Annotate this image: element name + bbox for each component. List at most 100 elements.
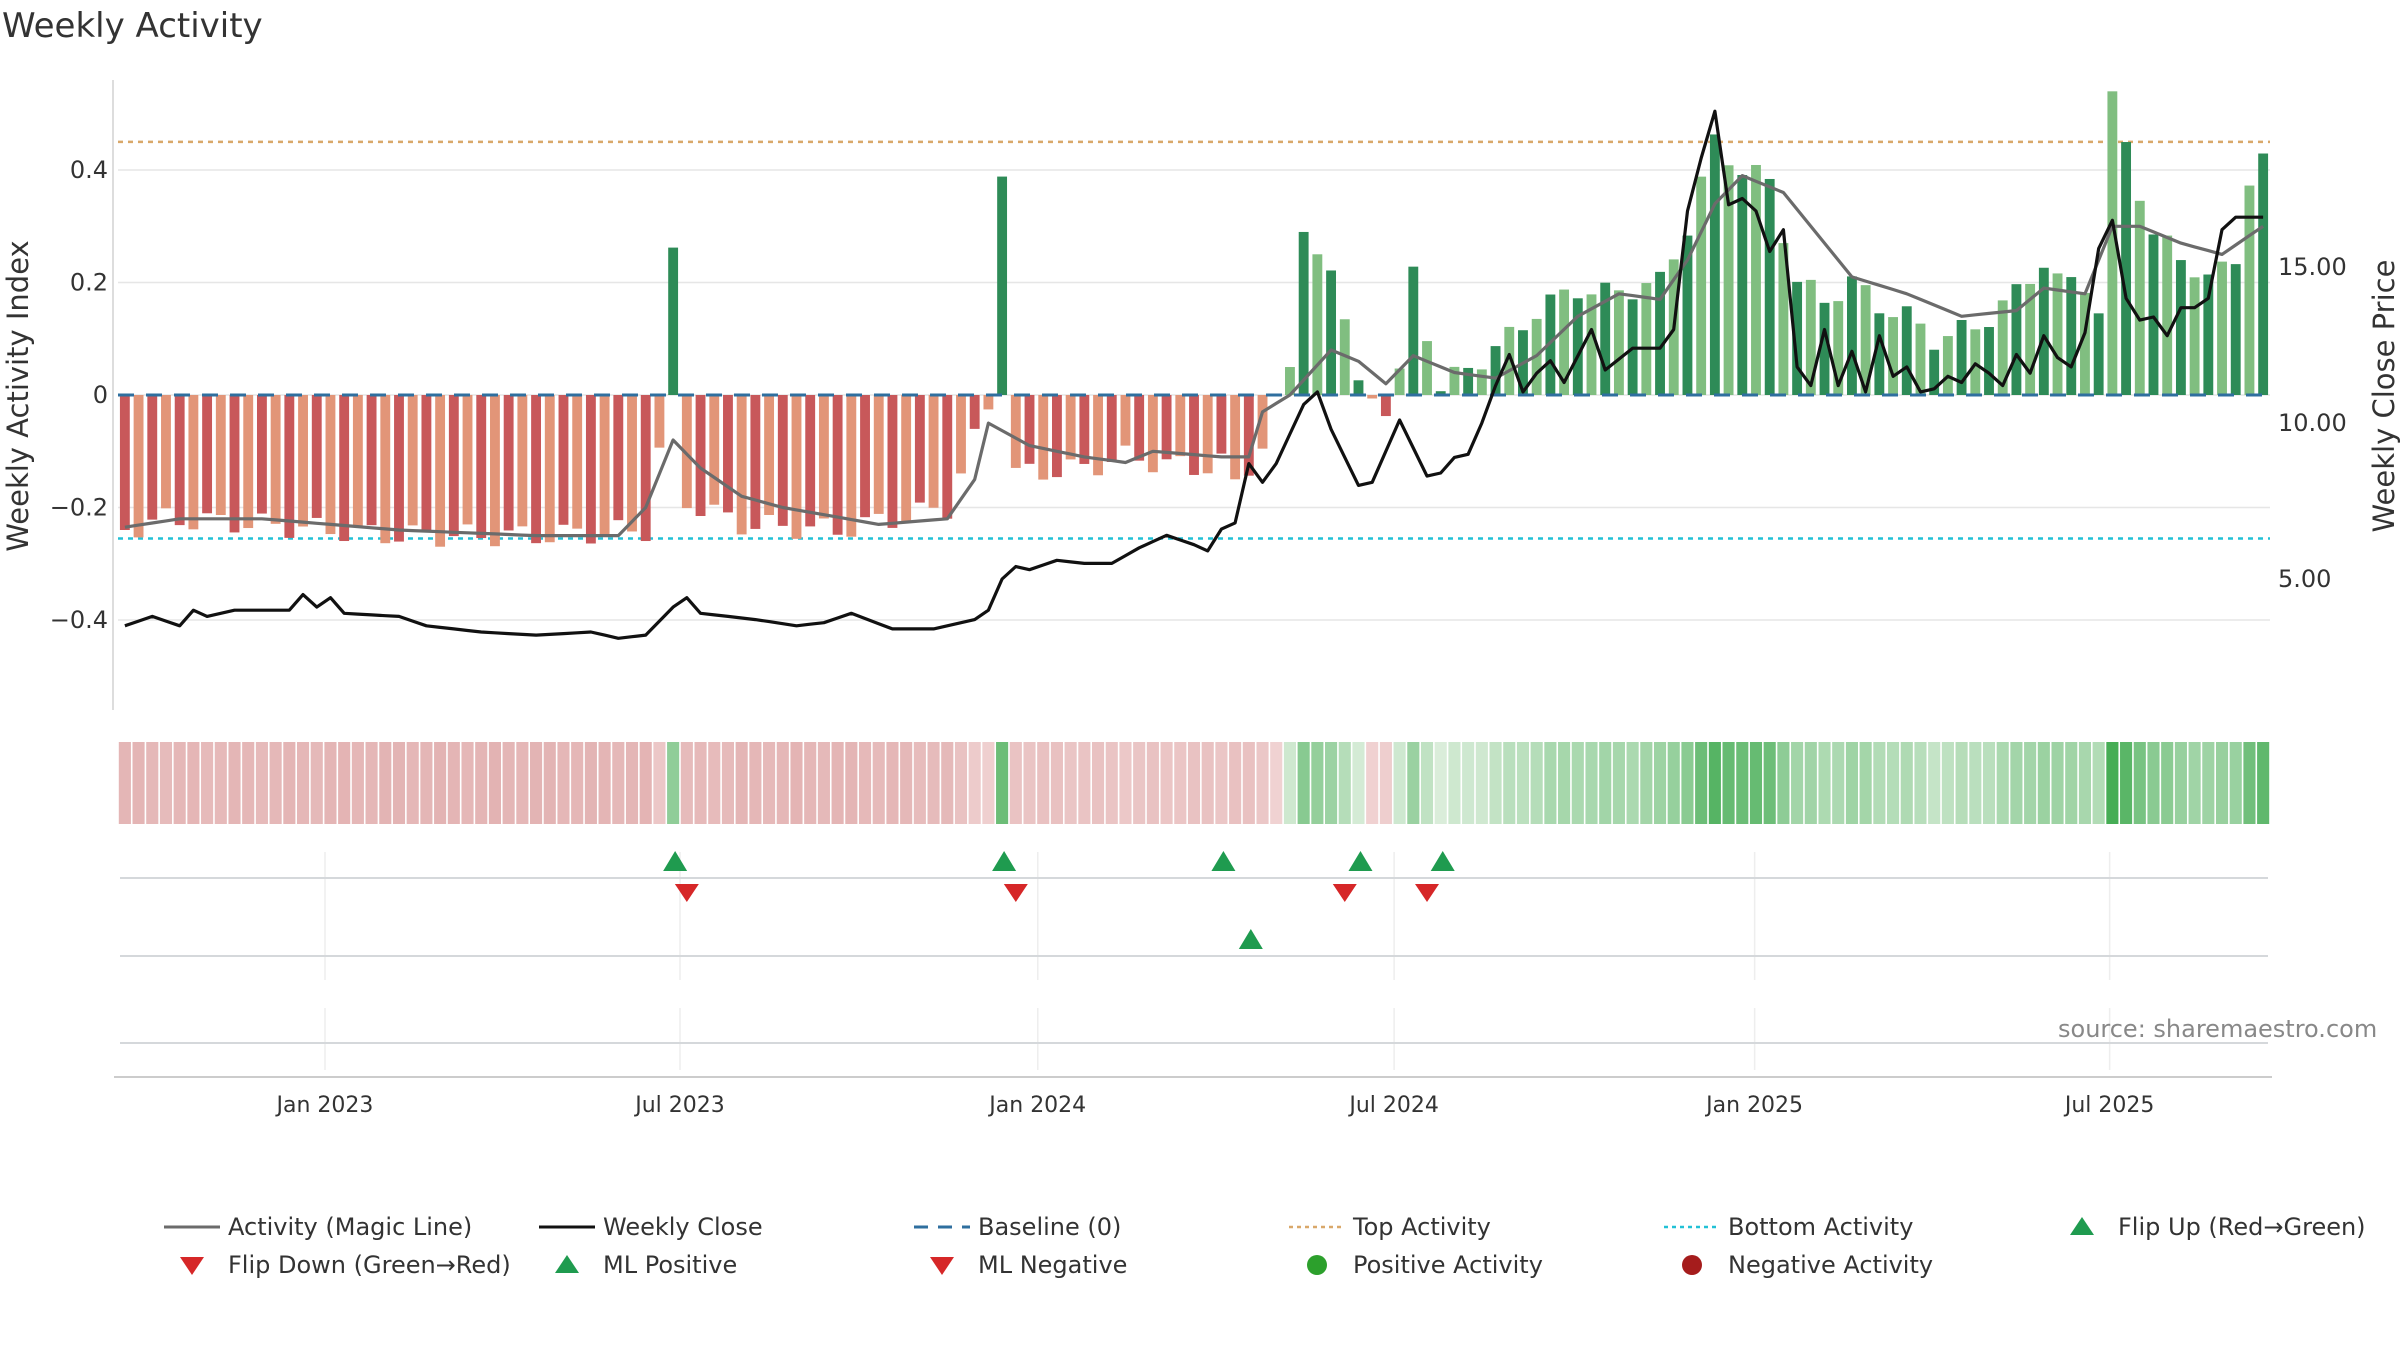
- activity-bar: [2093, 313, 2104, 395]
- tri-down-red-legend-icon: [160, 1247, 222, 1283]
- flip-up-marker: [1348, 851, 1373, 871]
- heat-cell: [1201, 742, 1214, 824]
- activity-bar: [942, 395, 953, 519]
- legend-label: Flip Down (Green→Red): [228, 1251, 511, 1279]
- heat-cell: [1311, 742, 1324, 824]
- activity-bar: [818, 395, 829, 519]
- activity-bar: [1641, 283, 1652, 395]
- flip-down-marker: [674, 884, 699, 902]
- heat-cell: [214, 742, 227, 824]
- heat-cell: [900, 742, 913, 824]
- heat-cell: [1366, 742, 1379, 824]
- heat-cell: [1530, 742, 1543, 824]
- heat-cell: [1599, 742, 1612, 824]
- heat-cell: [1777, 742, 1790, 824]
- heat-cell: [1256, 742, 1269, 824]
- activity-bar: [476, 395, 487, 539]
- heat-cell: [708, 742, 721, 824]
- heat-cell: [1804, 742, 1817, 824]
- activity-bar: [640, 395, 651, 542]
- heat-cell: [831, 742, 844, 824]
- activity-bar: [1422, 341, 1432, 395]
- legend-label: Weekly Close: [603, 1213, 763, 1241]
- activity-bar: [161, 395, 171, 509]
- heat-cell: [1503, 742, 1516, 824]
- activity-bar: [366, 395, 377, 526]
- heat-cell: [447, 742, 460, 824]
- activity-bar: [832, 395, 843, 535]
- heat-cell: [1845, 742, 1858, 824]
- activity-bar: [1737, 175, 1748, 395]
- heat-cell: [625, 742, 639, 824]
- heat-cell: [1187, 742, 1201, 824]
- heat-cell: [2065, 742, 2078, 824]
- activity-bar: [174, 395, 185, 526]
- heat-cell: [1091, 742, 1105, 824]
- heat-cell: [2133, 742, 2146, 824]
- heat-cell: [1009, 742, 1022, 824]
- reference-lines: [118, 140, 2270, 540]
- circle-darkred-legend-icon: [1660, 1247, 1722, 1283]
- activity-bar: [421, 395, 432, 533]
- activity-bar: [1380, 395, 1391, 417]
- x-tick-label: Jan 2024: [987, 1093, 1086, 1118]
- tri-down-red-legend-icon: [910, 1247, 972, 1283]
- activity-bar: [1805, 279, 1816, 395]
- heat-cell: [1708, 742, 1721, 824]
- legend: Activity (Magic Line) Weekly Close Baselin…: [160, 1208, 2400, 1308]
- activity-bar: [764, 395, 775, 515]
- activity-bar: [750, 395, 761, 529]
- flip-down-marker: [1003, 884, 1028, 902]
- heat-cell: [1146, 742, 1159, 824]
- heat-cell: [201, 742, 214, 824]
- activity-bar: [2175, 260, 2186, 395]
- heat-cell: [1585, 742, 1598, 824]
- heat-cell: [296, 742, 310, 824]
- legend-label: Top Activity: [1353, 1213, 1491, 1241]
- activity-bar: [531, 395, 541, 544]
- activity-bar: [1847, 276, 1857, 395]
- activity-bar: [380, 395, 391, 544]
- heat-cell: [324, 742, 337, 824]
- heat-cell: [310, 742, 323, 824]
- activity-bar: [462, 395, 473, 525]
- heat-cell: [461, 742, 474, 824]
- left-axis-title: Weekly Activity Index: [1, 240, 35, 551]
- ml-positive-marker: [1238, 929, 1263, 949]
- heat-cell: [1749, 742, 1763, 824]
- heat-cell: [1612, 742, 1625, 824]
- activity-bar: [1764, 178, 1775, 395]
- activity-bar: [1600, 282, 1611, 395]
- heat-cell: [1914, 742, 1927, 824]
- heat-cell: [543, 742, 556, 824]
- legend-item: Top Activity: [1285, 1208, 1491, 1244]
- activity-bar: [1120, 395, 1131, 446]
- activity-bar: [1230, 395, 1241, 480]
- heat-cell: [1160, 742, 1173, 824]
- heat-cell: [886, 742, 899, 824]
- legend-item: Bottom Activity: [1660, 1208, 1913, 1244]
- heat-cell: [1681, 742, 1694, 824]
- heat-cell: [790, 742, 803, 824]
- activity-bar: [1929, 349, 1940, 395]
- heat-cell: [1695, 742, 1708, 824]
- activity-bar: [517, 395, 528, 527]
- series-lines: [118, 109, 2270, 640]
- heat-cell: [763, 742, 776, 824]
- activity-bar: [1394, 368, 1405, 395]
- heat-cell: [2147, 742, 2160, 824]
- activity-bar: [1709, 134, 1720, 395]
- activity-bar: [1408, 266, 1419, 395]
- heat-cell: [1050, 742, 1063, 824]
- activity-bar: [983, 395, 994, 410]
- heat-cell: [694, 742, 707, 824]
- activity-bar: [1586, 294, 1597, 395]
- heat-cell: [804, 742, 817, 824]
- heat-cell: [941, 742, 954, 824]
- heat-cell: [1996, 742, 2009, 824]
- activity-bar: [1997, 300, 2008, 395]
- heat-cell: [996, 742, 1009, 824]
- activity-bar: [1312, 254, 1323, 395]
- heat-cell: [845, 742, 858, 824]
- legend-item: Negative Activity: [1660, 1246, 1933, 1282]
